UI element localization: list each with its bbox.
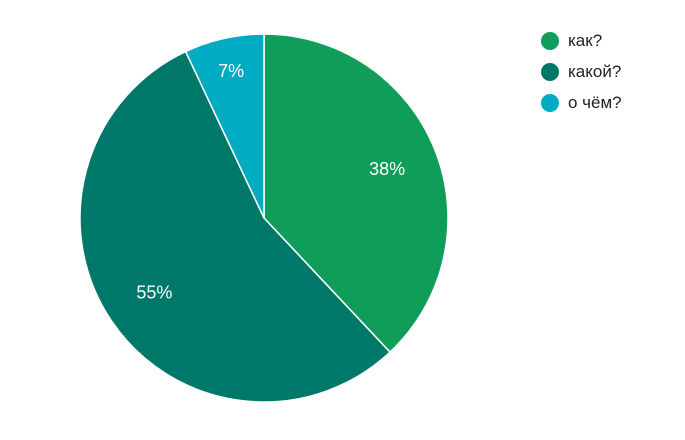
legend-swatch: [541, 32, 559, 50]
pie-slice-label: 38%: [369, 159, 405, 179]
pie-slice-labels: 38% 55% 7%: [136, 61, 405, 303]
legend-label: о чём?: [568, 93, 622, 112]
legend-item[interactable]: какой?: [541, 62, 622, 82]
pie-slice-label: 55%: [136, 282, 172, 302]
pie-slice[interactable]: [263, 33, 449, 354]
legend: как? какой? о чём?: [541, 31, 622, 124]
legend-item[interactable]: о чём?: [541, 93, 622, 113]
legend-swatch: [541, 94, 559, 112]
pie-slice[interactable]: [184, 33, 265, 219]
legend-label: какой?: [568, 62, 622, 81]
legend-item[interactable]: как?: [541, 31, 622, 51]
pie-slice-label: 7%: [218, 61, 244, 81]
legend-swatch: [541, 63, 559, 81]
pie-slices: [79, 33, 449, 403]
pie-slice[interactable]: [79, 50, 392, 403]
legend-label: как?: [568, 31, 603, 50]
